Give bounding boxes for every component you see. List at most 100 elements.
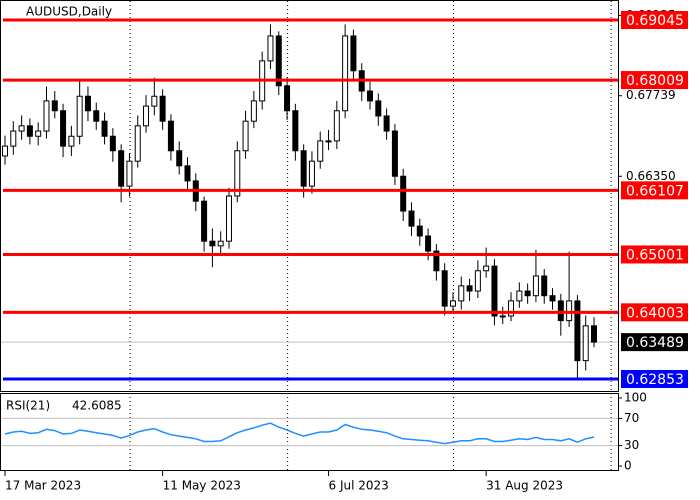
candle-body — [441, 270, 448, 307]
candle-body — [591, 325, 597, 343]
candle-body — [18, 125, 25, 132]
indicator-frame — [0, 393, 619, 471]
indicator-line — [4, 422, 595, 445]
y-tick-label: 0.66350 — [626, 169, 676, 183]
level-box — [621, 303, 688, 322]
candle-body — [234, 150, 241, 197]
candle-body — [308, 160, 315, 187]
candle-body — [250, 100, 257, 122]
candle-body — [126, 160, 133, 187]
candle-body — [93, 110, 100, 122]
candle-body — [292, 110, 299, 152]
x-tick-label: 31 Aug 2023 — [486, 479, 563, 493]
candle-body — [508, 300, 515, 317]
indicator-name: RSI(21) — [6, 399, 50, 413]
candle-body — [300, 150, 307, 187]
candle-body — [151, 95, 158, 107]
candle-body — [342, 35, 349, 112]
candle-body — [76, 95, 83, 137]
candle-body — [201, 200, 208, 242]
candle-body — [458, 285, 465, 302]
candle-body — [483, 265, 490, 272]
indicator-value: 42.6085 — [72, 399, 122, 413]
candle-body — [325, 140, 332, 143]
level-label: 0.62853 — [626, 372, 684, 388]
indicator-tick-label: 70 — [624, 411, 639, 425]
candle-body — [557, 300, 564, 322]
candle-body — [134, 125, 141, 162]
candle-body — [167, 120, 174, 152]
main-frame — [0, 0, 619, 392]
candle-body — [68, 135, 75, 147]
level-box — [621, 71, 688, 90]
candle-body — [84, 95, 91, 112]
candle-body — [425, 235, 432, 252]
candle-body — [449, 300, 456, 307]
candle-body — [582, 325, 589, 362]
candle-body — [51, 100, 58, 112]
candle-body — [209, 240, 216, 247]
candle-body — [284, 85, 291, 112]
candle-body — [35, 130, 42, 137]
candle-body — [267, 35, 274, 62]
candle-body — [400, 175, 407, 212]
candle-body — [433, 250, 440, 272]
candle-body — [176, 150, 183, 167]
candle-body — [2, 145, 8, 157]
candle-body — [10, 130, 17, 147]
candle-body — [217, 240, 224, 247]
x-tick-label: 6 Jul 2023 — [329, 479, 389, 493]
candle-body — [499, 315, 506, 318]
candle-body — [26, 125, 33, 137]
level-label: 0.64003 — [626, 305, 684, 321]
candle-body — [383, 115, 390, 132]
candle-body — [350, 35, 357, 72]
chart-title: AUDUSD,Daily — [26, 5, 112, 19]
candle-body — [391, 130, 398, 177]
indicator-tick-label: 30 — [624, 438, 639, 452]
candle-body — [532, 275, 539, 297]
candle-body — [118, 150, 125, 187]
level-label: 0.66107 — [626, 183, 684, 199]
candle-body — [242, 120, 249, 152]
level-box — [621, 11, 688, 30]
candle-body — [184, 165, 191, 182]
y-tick-label: 0.67739 — [626, 88, 676, 102]
level-label: 0.69045 — [626, 13, 684, 29]
candle-body — [159, 95, 166, 122]
candle-body — [416, 225, 423, 237]
candle-body — [101, 120, 108, 137]
candle-body — [574, 300, 581, 362]
candle-body — [317, 140, 324, 162]
candle-body — [225, 195, 232, 242]
candle-body — [275, 35, 282, 87]
candle-body — [43, 100, 50, 132]
level-box — [621, 369, 688, 388]
level-label: 0.68009 — [626, 73, 684, 89]
candle-body — [466, 285, 473, 292]
level-label: 0.65001 — [626, 247, 684, 263]
candle-body — [60, 110, 67, 147]
candle-body — [549, 295, 556, 302]
x-tick-label: 17 Mar 2023 — [5, 479, 81, 493]
indicator-tick-label: 100 — [624, 391, 647, 405]
candle-body — [516, 290, 523, 302]
candle-body — [541, 275, 548, 297]
candle-body — [491, 265, 498, 317]
level-box — [621, 181, 688, 200]
indicator-tick-label: 0 — [624, 459, 632, 473]
candle-body — [375, 100, 382, 117]
candle-body — [408, 210, 415, 227]
candle-body — [566, 300, 573, 322]
price-label: 0.63489 — [626, 335, 684, 351]
candle-body — [333, 110, 340, 142]
candle-body — [524, 290, 531, 297]
candle-body — [109, 135, 116, 152]
price-box — [621, 333, 688, 352]
level-box — [621, 245, 688, 264]
candle-body — [143, 105, 150, 127]
candle-body — [474, 270, 481, 292]
candle-body — [367, 90, 374, 102]
